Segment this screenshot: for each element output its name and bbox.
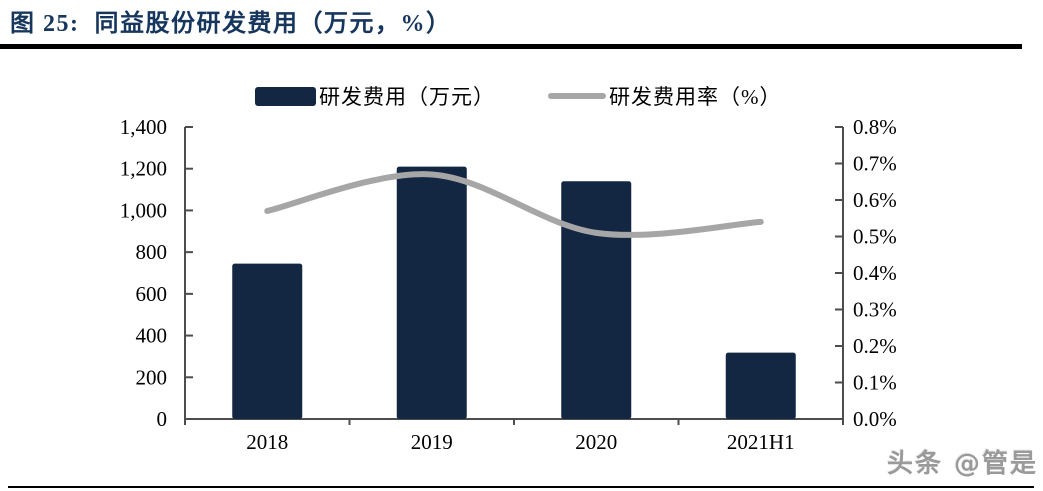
bottom-divider bbox=[8, 486, 1034, 488]
left-axis-tick-label: 1,200 bbox=[120, 157, 167, 181]
left-axis-tick-label: 1,000 bbox=[120, 198, 167, 222]
x-axis-category-label: 2019 bbox=[411, 430, 453, 454]
right-axis-tick-label: 0.7% bbox=[853, 152, 897, 176]
right-axis-tick-label: 0.6% bbox=[853, 188, 897, 212]
left-axis-tick-label: 200 bbox=[136, 365, 168, 389]
legend-item-line-series: 研发费用率（%） bbox=[548, 85, 782, 109]
figure-title: 图 25: 同益股份研发费用（万元，%） bbox=[10, 11, 452, 37]
bar-2018 bbox=[232, 263, 303, 419]
bar-2019 bbox=[396, 166, 467, 419]
x-axis-category-label: 2020 bbox=[575, 430, 617, 454]
right-axis-tick-label: 0.4% bbox=[853, 261, 897, 285]
left-axis-tick-label: 400 bbox=[136, 324, 168, 348]
right-axis-tick-label: 0.5% bbox=[853, 225, 897, 249]
right-axis-tick-label: 0.1% bbox=[853, 371, 897, 395]
left-axis-tick-label: 0 bbox=[157, 407, 168, 431]
right-axis-tick-label: 0.8% bbox=[853, 115, 897, 139]
bar-series-label: 研发费用（万元） bbox=[319, 85, 495, 109]
rate-line bbox=[264, 171, 764, 238]
line-series-label: 研发费用率（%） bbox=[609, 85, 782, 109]
bar-2020 bbox=[561, 181, 632, 419]
title-divider bbox=[0, 44, 1022, 49]
x-axis-category-label: 2021H1 bbox=[727, 430, 795, 454]
left-axis-tick-label: 800 bbox=[136, 240, 168, 264]
bar-series-swatch bbox=[255, 86, 316, 106]
line-series-swatch bbox=[548, 93, 606, 99]
left-axis-tick-label: 600 bbox=[136, 282, 168, 306]
legend-item-bar-series: 研发费用（万元） bbox=[255, 85, 495, 109]
x-axis-category-label: 2018 bbox=[246, 430, 288, 454]
right-axis-tick-label: 0.0% bbox=[853, 407, 897, 431]
left-axis-tick-label: 1,400 bbox=[120, 115, 167, 139]
right-axis-tick-label: 0.2% bbox=[853, 334, 897, 358]
bar-2021H1 bbox=[725, 352, 796, 419]
watermark: 头条 @管是 bbox=[886, 449, 1038, 479]
right-axis-tick-label: 0.3% bbox=[853, 298, 897, 322]
